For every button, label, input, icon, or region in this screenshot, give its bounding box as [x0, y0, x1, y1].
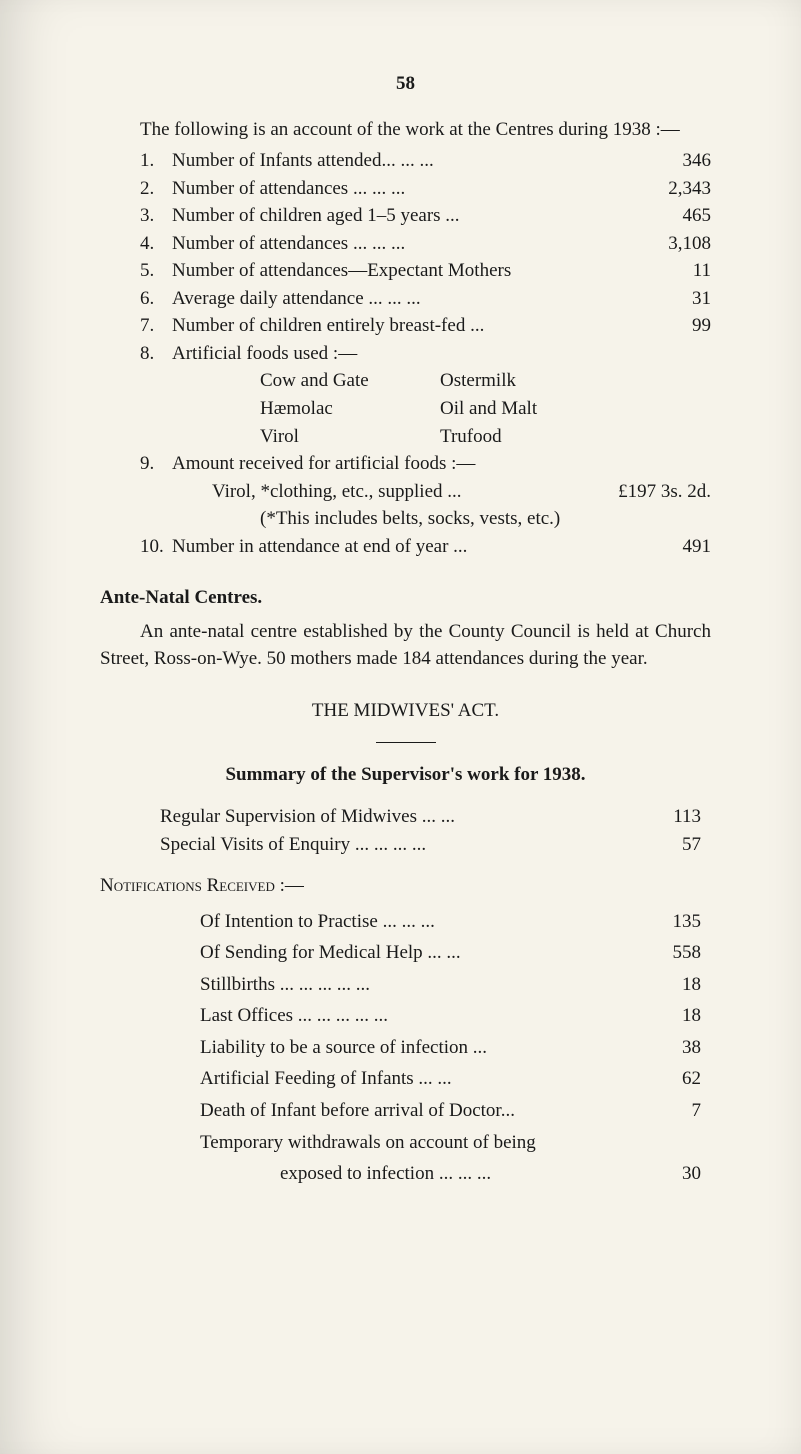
item-number: 3. [140, 202, 172, 230]
summary-row: Special Visits of Enquiry ... ... ... ..… [160, 831, 701, 859]
notification-value: 38 [631, 1034, 701, 1062]
item-9-note: (*This includes belts, socks, vests, etc… [260, 505, 711, 533]
list-item: 3. Number of children aged 1–5 years ...… [140, 202, 711, 230]
notification-row: Artificial Feeding of Infants ... ... 62 [200, 1065, 701, 1093]
summary-value: 113 [631, 803, 701, 831]
item-label: Number of attendances ... ... ... [172, 175, 631, 203]
notification-label: Stillbirths ... ... ... ... ... [200, 971, 631, 999]
notification-value: 30 [631, 1160, 701, 1188]
notification-label: Artificial Feeding of Infants ... ... [200, 1065, 631, 1093]
ante-natal-heading: Ante-Natal Centres. [100, 584, 711, 612]
item-label: Average daily attendance ... ... ... [172, 285, 631, 313]
notification-label: Death of Infant before arrival of Doctor… [200, 1097, 631, 1125]
summary-value: 57 [631, 831, 701, 859]
list-item: 4. Number of attendances ... ... ... 3,1… [140, 230, 711, 258]
item-value: 465 [631, 202, 711, 230]
list-item-9: 9. Amount received for artificial foods … [140, 450, 711, 478]
list-item: 6. Average daily attendance ... ... ... … [140, 285, 711, 313]
sublist-row: Virol Trufood [260, 423, 711, 451]
item-9-amount: £197 3s. 2d. [618, 478, 711, 506]
item-number: 9. [140, 450, 172, 478]
sublist-col2: Ostermilk [440, 367, 711, 395]
item-label: Amount received for artificial foods :— [172, 450, 711, 478]
item-label: Number in attendance at end of year ... [172, 533, 631, 561]
sublist-col1: Hæmolac [260, 395, 440, 423]
item-number: 10. [140, 533, 172, 561]
summary-heading: Summary of the Supervisor's work for 193… [100, 761, 711, 789]
sublist-col1: Cow and Gate [260, 367, 440, 395]
item-8-sublist: Cow and Gate Ostermilk Hæmolac Oil and M… [260, 367, 711, 450]
item-number: 2. [140, 175, 172, 203]
item-number: 8. [140, 340, 172, 368]
notifications-block: Of Intention to Practise ... ... ... 135… [200, 908, 701, 1188]
item-label: Number of children aged 1–5 years ... [172, 202, 631, 230]
item-label: Number of children entirely breast-fed .… [172, 312, 631, 340]
intro-paragraph: The following is an account of the work … [100, 116, 711, 144]
summary-block: Regular Supervision of Midwives ... ... … [160, 803, 701, 858]
notification-value: 135 [631, 908, 701, 936]
item-number: 5. [140, 257, 172, 285]
item-number: 4. [140, 230, 172, 258]
summary-label: Special Visits of Enquiry ... ... ... ..… [160, 831, 631, 859]
notification-row: Death of Infant before arrival of Doctor… [200, 1097, 701, 1125]
sublist-col2: Oil and Malt [440, 395, 711, 423]
midwives-heading: THE MIDWIVES' ACT. [100, 697, 711, 725]
item-value: 11 [631, 257, 711, 285]
ante-natal-paragraph: An ante-natal centre established by the … [100, 618, 711, 673]
sublist-row: Hæmolac Oil and Malt [260, 395, 711, 423]
notification-label: exposed to infection ... ... ... [280, 1160, 631, 1188]
notification-label: Liability to be a source of infection ..… [200, 1034, 631, 1062]
notification-row-temp: Temporary withdrawals on account of bein… [200, 1129, 701, 1157]
notification-row-exposed: exposed to infection ... ... ... 30 [200, 1160, 701, 1188]
list-item-8: 8. Artificial foods used :— [140, 340, 711, 368]
notification-value: 558 [631, 939, 701, 967]
notification-label: Last Offices ... ... ... ... ... [200, 1002, 631, 1030]
item-label: Number of attendances ... ... ... [172, 230, 631, 258]
sublist-col1: Virol [260, 423, 440, 451]
summary-row: Regular Supervision of Midwives ... ... … [160, 803, 701, 831]
list-item: 1. Number of Infants attended... ... ...… [140, 147, 711, 175]
item-label: Number of Infants attended... ... ... [172, 147, 631, 175]
item-value: 31 [631, 285, 711, 313]
notification-label: Of Sending for Medical Help ... ... [200, 939, 631, 967]
item-9-supplied: Virol, *clothing, etc., supplied ... [212, 478, 618, 506]
item-9-line2: Virol, *clothing, etc., supplied ... £19… [212, 478, 711, 506]
notification-value: 18 [631, 971, 701, 999]
notification-row: Liability to be a source of infection ..… [200, 1034, 701, 1062]
item-value: 2,343 [631, 175, 711, 203]
item-label: Artificial foods used :— [172, 340, 711, 368]
item-number: 1. [140, 147, 172, 175]
notification-row: Last Offices ... ... ... ... ... 18 [200, 1002, 701, 1030]
item-number: 6. [140, 285, 172, 313]
notification-value: 18 [631, 1002, 701, 1030]
numbered-list: 1. Number of Infants attended... ... ...… [140, 147, 711, 560]
item-value: 491 [631, 533, 711, 561]
notification-value: 62 [631, 1065, 701, 1093]
list-item-10: 10. Number in attendance at end of year … [140, 533, 711, 561]
list-item: 5. Number of attendances—Expectant Mothe… [140, 257, 711, 285]
list-item: 7. Number of children entirely breast-fe… [140, 312, 711, 340]
notifications-heading: Notifications Received :— [100, 872, 711, 900]
sublist-col2: Trufood [440, 423, 711, 451]
list-item: 2. Number of attendances ... ... ... 2,3… [140, 175, 711, 203]
summary-label: Regular Supervision of Midwives ... ... [160, 803, 631, 831]
sublist-row: Cow and Gate Ostermilk [260, 367, 711, 395]
document-page: 58 The following is an account of the wo… [0, 0, 801, 1454]
divider-line [376, 742, 436, 743]
item-value: 3,108 [631, 230, 711, 258]
item-value: 99 [631, 312, 711, 340]
notification-row: Stillbirths ... ... ... ... ... 18 [200, 971, 701, 999]
item-number: 7. [140, 312, 172, 340]
page-number: 58 [100, 70, 711, 98]
item-label: Number of attendances—Expectant Mothers [172, 257, 631, 285]
notification-value: 7 [631, 1097, 701, 1125]
notification-label: Of Intention to Practise ... ... ... [200, 908, 631, 936]
item-value: 346 [631, 147, 711, 175]
notification-row: Of Sending for Medical Help ... ... 558 [200, 939, 701, 967]
notification-row: Of Intention to Practise ... ... ... 135 [200, 908, 701, 936]
notification-label: Temporary withdrawals on account of bein… [200, 1129, 701, 1157]
